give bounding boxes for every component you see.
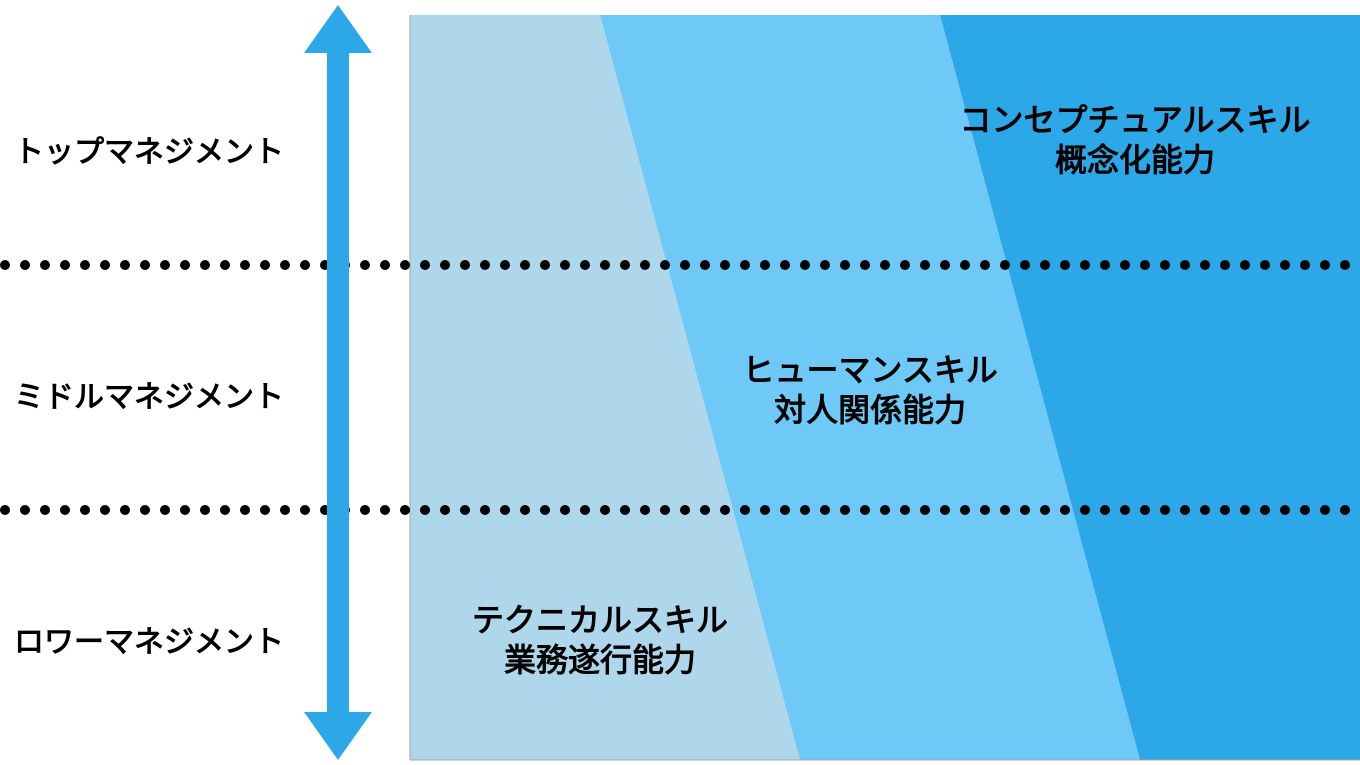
row-label-middle-management: ミドルマネジメント [14,372,284,416]
skill-technical-line2: 業務遂行能力 [472,640,728,680]
vertical-arrow-icon [304,5,372,760]
skill-conceptual-line2: 概念化能力 [960,140,1311,180]
skill-label-conceptual: コンセプチュアルスキル 概念化能力 [960,100,1311,180]
skill-conceptual-line1: コンセプチュアルスキル [960,102,1311,138]
diagram-stage: トップマネジメント ミドルマネジメント ロワーマネジメント コンセプチュアルスキ… [0,0,1360,765]
skill-human-line2: 対人関係能力 [743,390,998,430]
skill-human-line1: ヒューマンスキル [743,352,998,388]
skill-label-human: ヒューマンスキル 対人関係能力 [743,350,998,430]
skill-technical-line1: テクニカルスキル [472,602,728,638]
row-label-top-management: トップマネジメント [14,127,284,171]
row-label-lower-management: ロワーマネジメント [14,617,284,661]
skill-label-technical: テクニカルスキル 業務遂行能力 [472,600,728,680]
